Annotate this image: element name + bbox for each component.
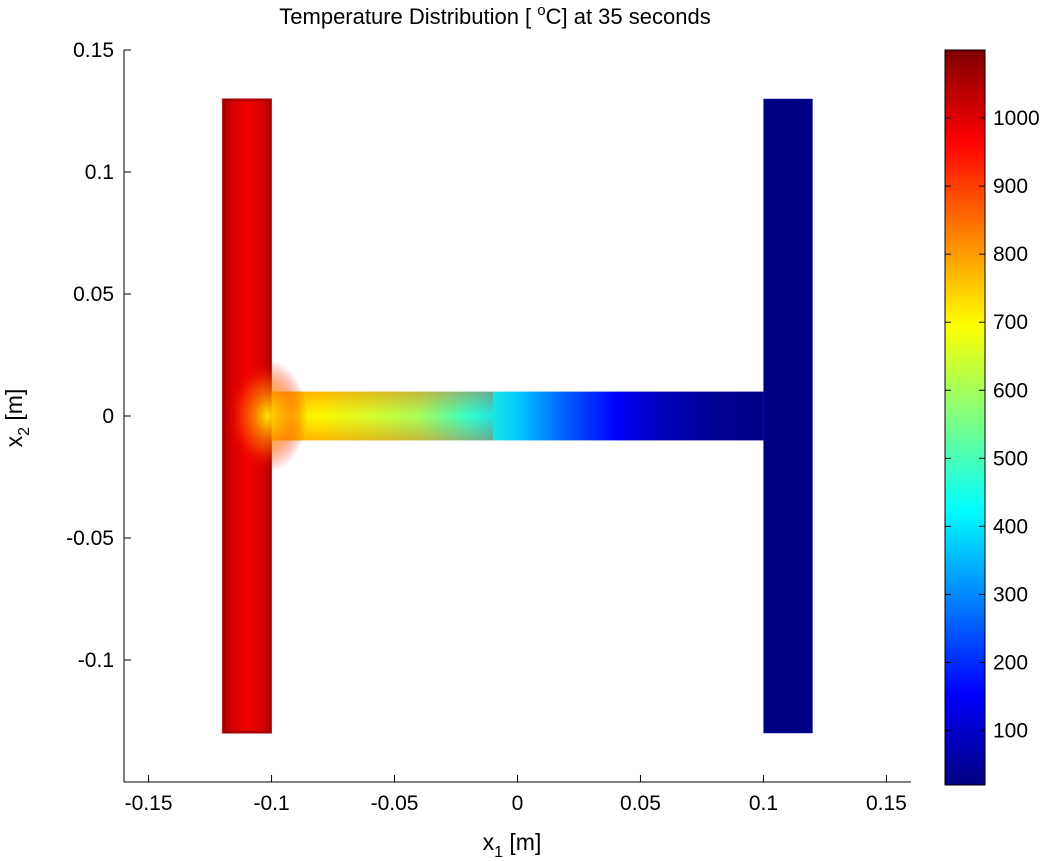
x-tick-label: 0 — [512, 792, 524, 815]
plot-area: -0.15 -0.1 -0.05 0 0.05 0.1 0.15 0.15 0.1 0.05 0 -0… — [66, 39, 911, 815]
colorbar-tick-label: 900 — [993, 175, 1028, 198]
axes-layer: -0.15 -0.1 -0.05 0 0.05 0.1 0.15 0.15 0.1 0.05 0 -0… — [66, 39, 911, 815]
colorbar-tick-label: 1000 — [993, 107, 1040, 130]
y-tick-label: 0.05 — [73, 283, 114, 306]
y-tick-label: -0.1 — [78, 649, 114, 672]
colorbar-fill — [945, 50, 985, 785]
colorbar-tick-label: 400 — [993, 515, 1028, 538]
colorbar-tick-label: 700 — [993, 311, 1028, 334]
x-tick-label: 0.1 — [749, 792, 778, 815]
regions-layer — [221, 98, 813, 734]
colorbar-frame — [944, 49, 986, 786]
colorbar-tick-label: 600 — [993, 379, 1028, 402]
x-tick-label: -0.05 — [371, 792, 419, 815]
colorbar-tick-label: 200 — [993, 652, 1028, 675]
y-tick-label: 0 — [102, 405, 114, 428]
colorbar-tick-label: 500 — [993, 447, 1028, 470]
joint-hotspot — [227, 360, 308, 472]
right-flange-region — [763, 98, 813, 734]
x-tick-label: 0.15 — [866, 792, 907, 815]
web-edge-warm — [271, 391, 493, 441]
colorbar-tick-label: 300 — [993, 583, 1028, 606]
x-axis-label: x1 [m] — [483, 829, 542, 861]
x-tick-label: -0.15 — [125, 792, 173, 815]
y-tick-label: 0.1 — [85, 161, 114, 184]
y-tick-label: 0.15 — [73, 39, 114, 62]
x-tick-label: 0.05 — [620, 792, 661, 815]
colorbar: 100 200 300 400 500 600 700 800 900 1000 — [944, 49, 1040, 786]
y-tick-label: -0.05 — [66, 527, 114, 550]
colorbar-tick-label: 800 — [993, 243, 1028, 266]
y-axis-label: x2 [m] — [1, 389, 33, 448]
colorbar-tick-label: 100 — [993, 720, 1028, 743]
chart-title: Temperature Distribution [ oC] at 35 sec… — [279, 2, 710, 29]
x-tick-label: -0.1 — [253, 792, 289, 815]
